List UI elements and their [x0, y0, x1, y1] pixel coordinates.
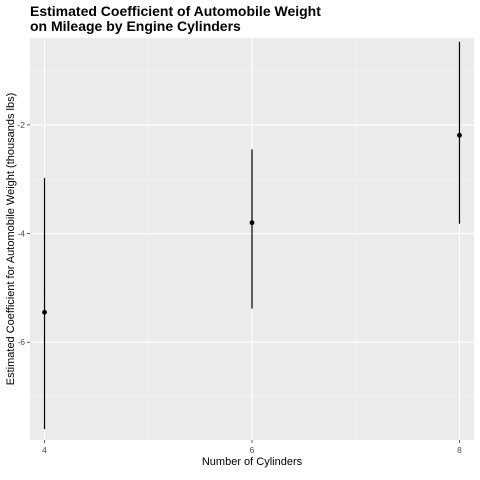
x-axis-title: Number of Cylinders — [202, 456, 303, 468]
point-8 — [457, 132, 462, 138]
y-tick-label: -2 — [17, 120, 25, 130]
data-marks — [42, 41, 462, 430]
axes: 4 6 8 -6 -4 -2 — [17, 120, 462, 455]
x-tick-label: 8 — [457, 445, 462, 455]
x-tick-label: 6 — [250, 445, 255, 455]
point-6 — [249, 220, 255, 226]
chart-title-line-2: on Mileage by Engine Cylinders — [30, 18, 241, 34]
x-tick-label: 4 — [42, 445, 47, 455]
y-tick-label: -6 — [17, 337, 25, 347]
chart-title-line-1: Estimated Coefficient of Automobile Weig… — [30, 3, 321, 19]
y-axis-title: Estimated Coefficient for Automobile Wei… — [5, 93, 17, 385]
y-tick-label: -4 — [17, 229, 25, 239]
point-4 — [42, 309, 47, 315]
chart-title: Estimated Coefficient of Automobile Weig… — [30, 3, 321, 34]
